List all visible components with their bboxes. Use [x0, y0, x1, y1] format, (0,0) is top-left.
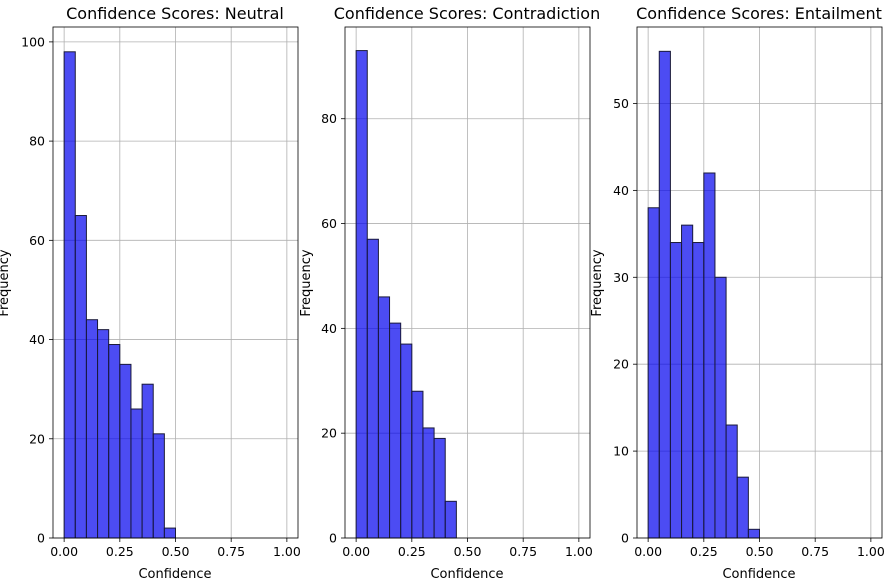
y-tick-label: 80	[321, 111, 337, 126]
y-tick-label: 60	[29, 233, 45, 248]
y-tick-label: 20	[29, 431, 45, 446]
x-tick-label: 1.00	[565, 544, 593, 559]
chart-contradiction: Confidence Scores: Contradiction Confide…	[299, 4, 600, 580]
histogram-bar	[163, 527, 176, 539]
y-tick-label: 50	[613, 96, 629, 111]
histogram-bar	[366, 238, 379, 539]
histogram-bar	[355, 50, 368, 539]
x-tick-label: 0.50	[746, 544, 774, 559]
y-tick-label: 100	[21, 34, 45, 49]
axes: 0.00 0.25 0.50 0.75 1.00 0 20 40 60 80	[321, 26, 593, 559]
y-tick-label: 20	[321, 426, 337, 441]
chart-title: Confidence Scores: Contradiction	[334, 4, 600, 23]
x-tick-label: 0.50	[454, 544, 482, 559]
histogram-bar	[433, 437, 446, 539]
histogram-bar	[97, 329, 110, 539]
histogram-bar	[108, 344, 121, 539]
histogram-bar	[736, 476, 749, 539]
x-tick-label: 1.00	[273, 544, 301, 559]
y-axis-label: Frequency	[0, 249, 12, 316]
histogram-bar	[692, 242, 705, 539]
y-tick-label: 40	[321, 321, 337, 336]
x-tick-label: 0.75	[509, 544, 537, 559]
histogram-bar	[389, 322, 402, 539]
chart-title: Confidence Scores: Neutral	[66, 4, 284, 23]
histogram-bar	[377, 296, 391, 539]
x-axis-label: Confidence	[138, 567, 211, 580]
bars	[355, 50, 457, 539]
histogram-bar	[647, 207, 660, 539]
y-tick-label: 20	[613, 357, 629, 372]
histogram-bar	[74, 215, 87, 539]
x-tick-label: 0.50	[162, 544, 190, 559]
histogram-bar	[422, 427, 435, 539]
histogram-bar	[119, 363, 132, 539]
y-axis-label: Frequency	[590, 249, 605, 316]
chart-title: Confidence Scores: Entailment	[636, 4, 882, 23]
histogram-bar	[400, 343, 413, 539]
histogram-bar	[130, 408, 143, 539]
y-tick-label: 30	[613, 270, 629, 285]
histogram-bar	[714, 276, 727, 539]
axes: 0.00 0.25 0.50 0.75 1.00 0 10 20 30 40 50	[613, 26, 885, 559]
x-axis-label: Confidence	[722, 567, 795, 580]
x-tick-label: 0.25	[398, 544, 426, 559]
histogram-bar	[152, 433, 165, 539]
histogram-bar	[681, 224, 694, 539]
histogram-bar	[725, 424, 738, 539]
y-tick-label: 40	[29, 332, 45, 347]
y-tick-label: 0	[37, 531, 45, 546]
x-tick-label: 0.75	[217, 544, 245, 559]
x-tick-label: 0.75	[801, 544, 829, 559]
bars	[63, 51, 176, 539]
x-tick-label: 0.00	[50, 544, 78, 559]
x-tick-label: 0.00	[342, 544, 370, 559]
y-tick-label: 80	[29, 134, 45, 149]
y-tick-label: 60	[321, 216, 337, 231]
histogram-bar	[411, 390, 424, 539]
histogram-bar	[141, 383, 154, 539]
histogram-bar	[747, 528, 761, 539]
x-tick-label: 0.25	[106, 544, 134, 559]
x-tick-label: 1.00	[857, 544, 885, 559]
y-tick-label: 40	[613, 183, 629, 198]
histogram-bar	[85, 319, 99, 539]
histogram-bar	[703, 172, 716, 539]
histogram-bar	[444, 500, 457, 539]
y-tick-label: 0	[621, 531, 629, 546]
y-tick-label: 0	[329, 531, 337, 546]
chart-entailment: Confidence Scores: Entailment Confidence…	[590, 4, 885, 580]
histogram-bar	[669, 242, 683, 539]
x-tick-label: 0.25	[690, 544, 718, 559]
axes: 0.00 0.25 0.50 0.75 1.00 0 20 40 60 80 100	[21, 26, 301, 559]
histogram-bar	[658, 50, 671, 539]
y-axis-label: Frequency	[299, 249, 314, 316]
y-tick-label: 10	[613, 444, 629, 459]
chart-neutral: Confidence Scores: Neutral Confidence Fr…	[0, 4, 301, 580]
x-tick-label: 0.00	[634, 544, 662, 559]
x-axis-label: Confidence	[430, 567, 503, 580]
histogram-bar	[63, 51, 76, 539]
